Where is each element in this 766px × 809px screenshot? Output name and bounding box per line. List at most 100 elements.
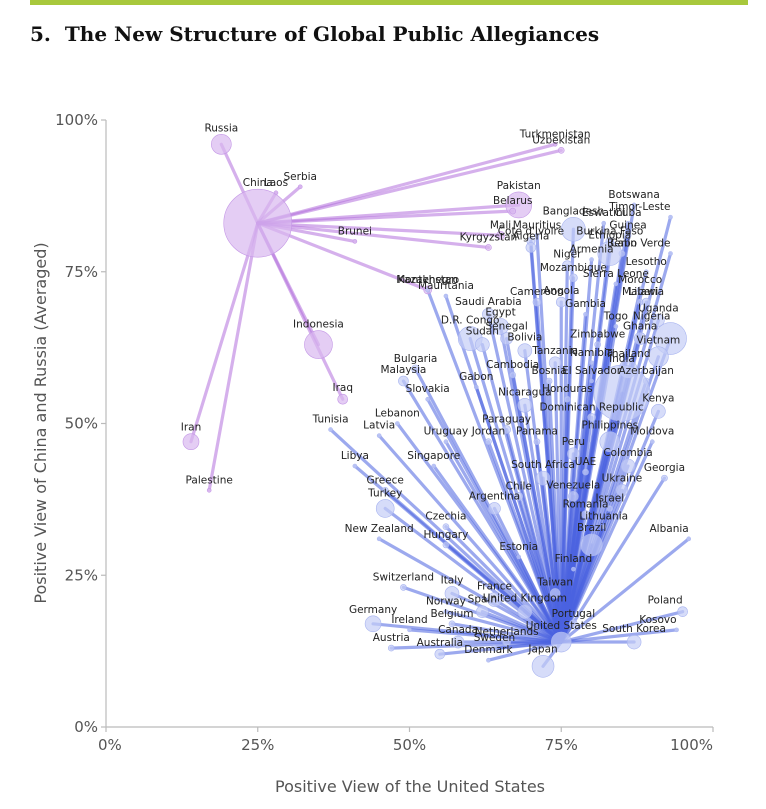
country-label-taiwan: Taiwan xyxy=(536,576,573,588)
country-label-romania: Romania xyxy=(563,499,609,511)
country-label-angola: Angola xyxy=(543,285,579,297)
bubble-canada xyxy=(451,635,465,649)
country-label-colombia: Colombia xyxy=(603,447,652,459)
bubble-montenegro xyxy=(425,287,431,293)
bubble-hungary xyxy=(442,541,450,549)
y-tick-label: 25% xyxy=(65,566,98,584)
country-label-tanzania: Tanzania xyxy=(531,345,578,357)
bubble-germany xyxy=(364,615,382,633)
link-new-zealand xyxy=(377,537,563,644)
bubble-georgia xyxy=(661,474,668,482)
country-label-philippines: Philippines xyxy=(582,420,639,432)
country-label-uae: UAE xyxy=(575,456,597,468)
bubble-jordan xyxy=(485,438,492,446)
bubble-israel xyxy=(606,505,614,512)
bubble-zimbabwe xyxy=(594,341,601,348)
country-label-lithuania: Lithuania xyxy=(579,511,628,523)
bubble-cabo-verde xyxy=(668,251,673,256)
bubble-denmark xyxy=(486,657,491,663)
bubble-togo xyxy=(613,324,619,329)
section-title: The New Structure of Global Public Alleg… xyxy=(64,22,600,46)
country-label-bolivia: Bolivia xyxy=(507,332,542,344)
country-label-moldova: Moldova xyxy=(630,426,674,438)
country-label-kosovo: Kosovo xyxy=(639,614,676,626)
link-georgia xyxy=(559,476,667,644)
bubble-lebanon xyxy=(395,421,400,426)
country-label-mali: Mali xyxy=(490,219,511,231)
country-label-united-kingdom: United Kingdom xyxy=(483,593,567,605)
y-tick-label: 75% xyxy=(65,263,98,281)
bubble-belgium xyxy=(448,620,456,628)
link-iran xyxy=(189,221,260,444)
country-label-algeria: Algeria xyxy=(512,230,549,242)
bubble-tunisia xyxy=(328,427,333,432)
y-axis-label: Positive View of China and Russia (Avera… xyxy=(31,242,50,603)
country-label-paraguay: Paraguay xyxy=(482,414,531,426)
bubble-france xyxy=(487,592,502,607)
country-label-canada: Canada xyxy=(438,624,478,636)
country-label-switzerland: Switzerland xyxy=(373,571,434,583)
bubble-bulgaria xyxy=(411,364,420,374)
link-norway xyxy=(444,610,563,644)
bubble-cuba xyxy=(625,220,631,226)
country-label-czechia: Czechia xyxy=(425,511,466,523)
section-heading: 5. The New Structure of Global Public All… xyxy=(30,22,599,46)
country-label-estonia: Estonia xyxy=(499,541,538,553)
bubble-philippines xyxy=(599,431,621,453)
bubble-serbia xyxy=(297,184,303,190)
y-tick-label: 100% xyxy=(55,111,98,129)
country-label-brunei: Brunei xyxy=(338,225,372,237)
country-label-mozambique: Mozambique xyxy=(540,262,607,274)
country-label-austria: Austria xyxy=(373,632,410,644)
bubble-brunei xyxy=(352,239,358,244)
country-label-russia: Russia xyxy=(204,122,238,134)
bubble-malaysia xyxy=(398,375,409,387)
bubble-turkmenistan xyxy=(552,141,558,147)
country-label-azerbaijan: Azerbaijan xyxy=(618,365,674,377)
country-label-bangladesh: Bangladesh xyxy=(543,205,605,217)
bubble-lithuania xyxy=(601,524,607,529)
bubble-united-states xyxy=(550,631,572,653)
country-label-sierra-leone: Sierra Leone xyxy=(583,268,649,280)
link-estonia xyxy=(517,555,563,644)
country-label-thailand: Thailand xyxy=(604,348,650,360)
country-label-jordan: Jordan xyxy=(471,426,505,438)
section-number: 5. xyxy=(30,22,51,46)
country-label-cameroon: Cameroon xyxy=(510,286,564,298)
link-turkey xyxy=(383,506,563,644)
bubble-el-salvador xyxy=(589,378,594,384)
link-jordan xyxy=(486,440,563,644)
bubble-sierra-leone xyxy=(613,281,619,287)
bubble-iraq xyxy=(337,393,349,405)
x-tick-label: 100% xyxy=(670,736,713,754)
country-label-china: China xyxy=(243,177,273,189)
bubble-ghana xyxy=(633,332,647,345)
bubble-niger xyxy=(562,260,573,271)
country-label-uzbekistan: Uzbekistan xyxy=(532,134,590,146)
link-kyrgyzstan xyxy=(256,221,491,250)
bubble-egypt xyxy=(492,318,509,335)
link-poland xyxy=(559,610,685,644)
country-label-cambodia: Cambodia xyxy=(486,359,539,371)
bubble-cambodia xyxy=(509,371,516,379)
bubble-china xyxy=(223,188,293,258)
country-label-montenegro: Montenegro xyxy=(396,274,459,286)
country-label-libya: Libya xyxy=(341,450,369,462)
link-france xyxy=(492,597,563,644)
country-label-argentina: Argentina xyxy=(469,490,520,502)
link-venezuela xyxy=(559,494,575,644)
country-label-united-states: United States xyxy=(526,620,597,632)
x-tick-label: 75% xyxy=(545,736,578,754)
country-label-gabon: Gabon xyxy=(459,371,493,383)
country-label-poland: Poland xyxy=(648,595,683,607)
country-label-el-salvador: El Salvador xyxy=(562,365,622,377)
bubble-romania xyxy=(581,510,590,519)
bubble-paraguay xyxy=(502,425,511,434)
bubble-bangladesh xyxy=(561,216,586,242)
link-czechia xyxy=(444,525,563,644)
country-label-lesotho: Lesotho xyxy=(626,256,667,268)
country-label-burkina-faso: Burkina Faso xyxy=(576,225,643,237)
country-label-belgium: Belgium xyxy=(430,608,473,620)
country-label-ethiopia: Ethiopia xyxy=(588,230,631,242)
